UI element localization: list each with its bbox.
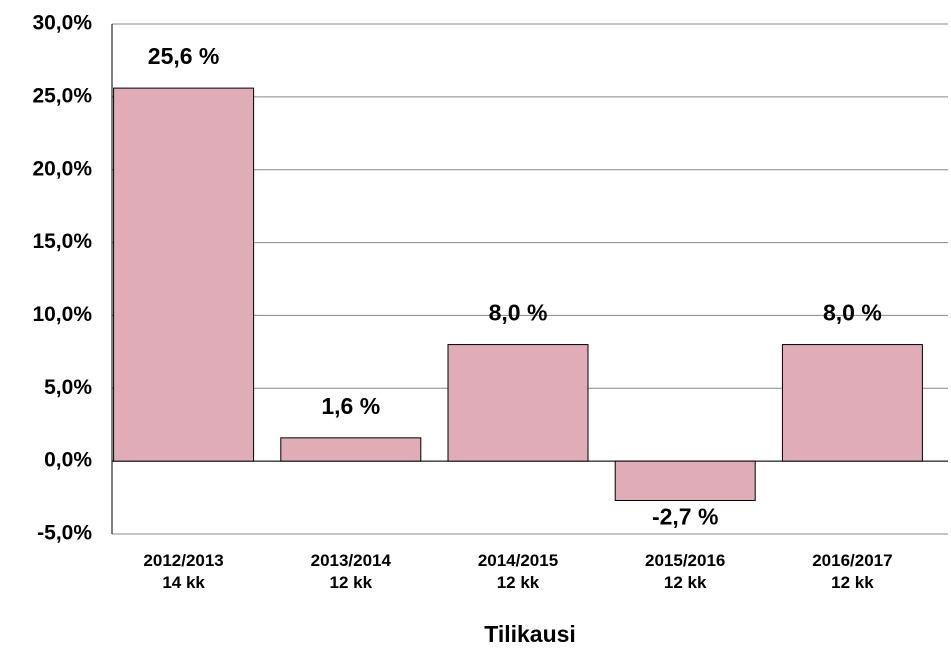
- y-tick-label: -5,0%: [37, 522, 92, 545]
- x-tick-label: 2016/2017 12 kk: [812, 551, 893, 592]
- y-tick-label: 30,0%: [32, 12, 92, 35]
- x-tick-label: 2014/2015 12 kk: [477, 551, 559, 592]
- value-label: 8,0 %: [823, 300, 882, 326]
- y-tick-label: 20,0%: [32, 157, 92, 180]
- bar: [781, 344, 923, 462]
- value-label: -2,7 %: [652, 504, 718, 530]
- value-label: 1,6 %: [321, 393, 380, 419]
- value-label: 25,6 %: [148, 43, 220, 69]
- bar: [113, 87, 255, 462]
- y-tick-label: 25,0%: [32, 84, 92, 107]
- x-axis-label: Tilikausi: [484, 621, 576, 647]
- bar: [447, 344, 589, 462]
- y-tick-label: 15,0%: [32, 230, 92, 253]
- bar: [280, 437, 422, 462]
- y-tick-label: 0,0%: [44, 449, 92, 472]
- y-tick-label: 5,0%: [44, 376, 92, 399]
- x-tick-label: 2015/2016 12 kk: [645, 551, 726, 592]
- value-label: 8,0 %: [489, 300, 548, 326]
- y-tick-label: 10,0%: [32, 303, 92, 326]
- x-tick-label: 2012/2013 14 kk: [143, 551, 224, 592]
- x-tick-label: 2013/2014 12 kk: [310, 551, 391, 592]
- bar: [614, 460, 756, 501]
